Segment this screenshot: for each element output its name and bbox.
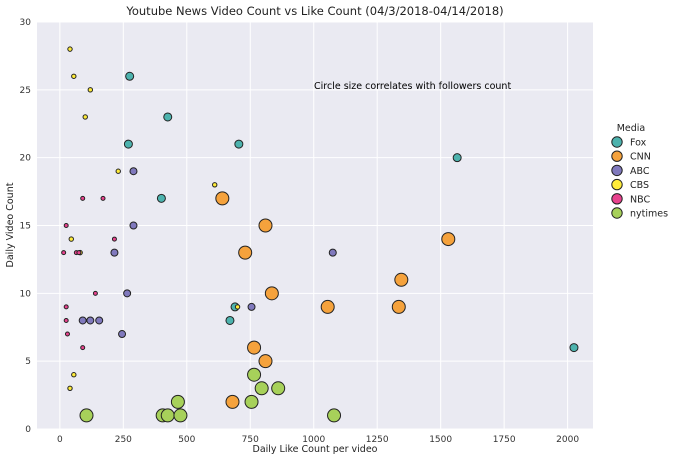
y-axis-label: Daily Video Count: [5, 182, 16, 267]
point-nytimes: [271, 381, 286, 396]
point-nbc: [63, 223, 69, 228]
grid: [37, 21, 593, 430]
point-abc: [123, 289, 132, 298]
point-cnn: [320, 299, 335, 314]
point-nbc: [111, 236, 117, 242]
point-nbc: [80, 345, 86, 351]
x-tick-label: 1750: [493, 435, 516, 445]
point-nytimes: [160, 408, 175, 423]
legend-label-cnn: CNN: [630, 152, 651, 163]
point-cbs: [115, 168, 121, 174]
point-abc: [110, 248, 119, 257]
point-abc: [129, 221, 138, 230]
point-cbs: [68, 236, 74, 242]
legend-marker-abc: [611, 164, 623, 177]
legend-label-abc: ABC: [630, 166, 650, 177]
legend-label-fox: Fox: [630, 138, 647, 149]
y-tick-label: 10: [20, 289, 32, 299]
point-cbs: [71, 372, 77, 378]
point-nytimes: [244, 394, 259, 409]
point-nbc: [92, 290, 98, 296]
point-abc: [328, 248, 337, 257]
point-nbc: [64, 331, 70, 337]
point-cnn: [225, 394, 240, 409]
legend-label-nbc: NBC: [630, 194, 650, 205]
x-axis-ticks: 0 250 500 750 1000 1250 1500 1750 2000: [57, 435, 579, 445]
point-abc: [118, 330, 127, 339]
point-cbs: [67, 385, 73, 391]
size-annotation: Circle size correlates with followers co…: [314, 81, 511, 92]
point-nytimes: [247, 367, 262, 382]
point-fox: [225, 315, 235, 325]
y-tick-label: 30: [20, 18, 32, 28]
point-fox: [234, 139, 244, 149]
x-tick-label: 1000: [302, 435, 325, 445]
x-tick-label: 1250: [366, 435, 389, 445]
point-cbs: [67, 46, 73, 52]
point-abc: [78, 316, 87, 325]
point-abc: [86, 316, 95, 325]
point-cnn: [264, 286, 279, 301]
point-fox: [163, 112, 173, 122]
y-tick-label: 25: [20, 86, 31, 96]
legend-marker-cbs: [611, 178, 623, 191]
point-nytimes: [79, 408, 94, 423]
point-cnn: [441, 232, 456, 247]
point-nbc: [80, 195, 86, 201]
point-cnn: [391, 299, 406, 314]
legend-marker-cnn: [611, 150, 623, 162]
point-nbc: [100, 195, 106, 201]
point-nbc: [61, 250, 67, 256]
point-cnn: [258, 218, 273, 233]
point-nytimes: [173, 408, 188, 423]
data-points: [61, 46, 579, 423]
legend-marker-nytimes: [611, 207, 623, 219]
y-tick-label: 20: [20, 154, 32, 164]
y-tick-label: 5: [25, 357, 31, 367]
point-cbs: [71, 73, 77, 79]
point-cbs: [87, 87, 94, 93]
y-tick-label: 15: [20, 222, 31, 232]
point-cnn: [215, 191, 230, 206]
point-cnn: [258, 354, 273, 369]
point-cnn: [394, 272, 409, 287]
point-fox: [123, 139, 133, 149]
point-fox: [156, 193, 166, 203]
y-tick-label: 0: [25, 425, 31, 435]
point-nytimes: [327, 408, 342, 423]
x-tick-label: 0: [57, 435, 63, 445]
point-cbs: [234, 304, 241, 310]
point-fox: [125, 71, 135, 81]
point-nbc: [76, 250, 82, 256]
point-nytimes: [170, 394, 185, 409]
point-fox: [452, 153, 462, 163]
point-cnn: [247, 340, 262, 355]
point-abc: [247, 302, 256, 311]
point-nytimes: [254, 381, 269, 396]
point-nbc: [63, 317, 69, 323]
legend-marker-nbc: [611, 193, 623, 205]
x-tick-label: 250: [115, 435, 132, 445]
point-abc: [95, 316, 104, 325]
point-fox: [569, 343, 579, 353]
legend-title: Media: [617, 123, 646, 134]
x-tick-label: 1500: [429, 435, 452, 445]
legend-entries: Fox CNN ABC CBS NBC nytimes: [611, 136, 668, 220]
point-cbs: [82, 114, 88, 120]
legend-marker-fox: [611, 136, 623, 148]
x-tick-label: 750: [242, 435, 259, 445]
x-tick-label: 2000: [556, 435, 579, 445]
chart-title: Youtube News Video Count vs Like Count (…: [125, 4, 503, 18]
legend-label-nytimes: nytimes: [630, 209, 668, 220]
legend-label-cbs: CBS: [630, 180, 649, 191]
point-cnn: [238, 245, 253, 260]
point-nbc: [63, 304, 69, 310]
point-abc: [129, 167, 138, 176]
x-tick-label: 500: [178, 435, 195, 445]
legend: Media Fox CNN ABC CBS NBC nytimes: [611, 123, 668, 220]
x-axis-label: Daily Like Count per video: [253, 444, 378, 455]
point-cbs: [212, 182, 218, 188]
y-axis-ticks: 0 5 10 15 20 25 30: [20, 18, 32, 435]
